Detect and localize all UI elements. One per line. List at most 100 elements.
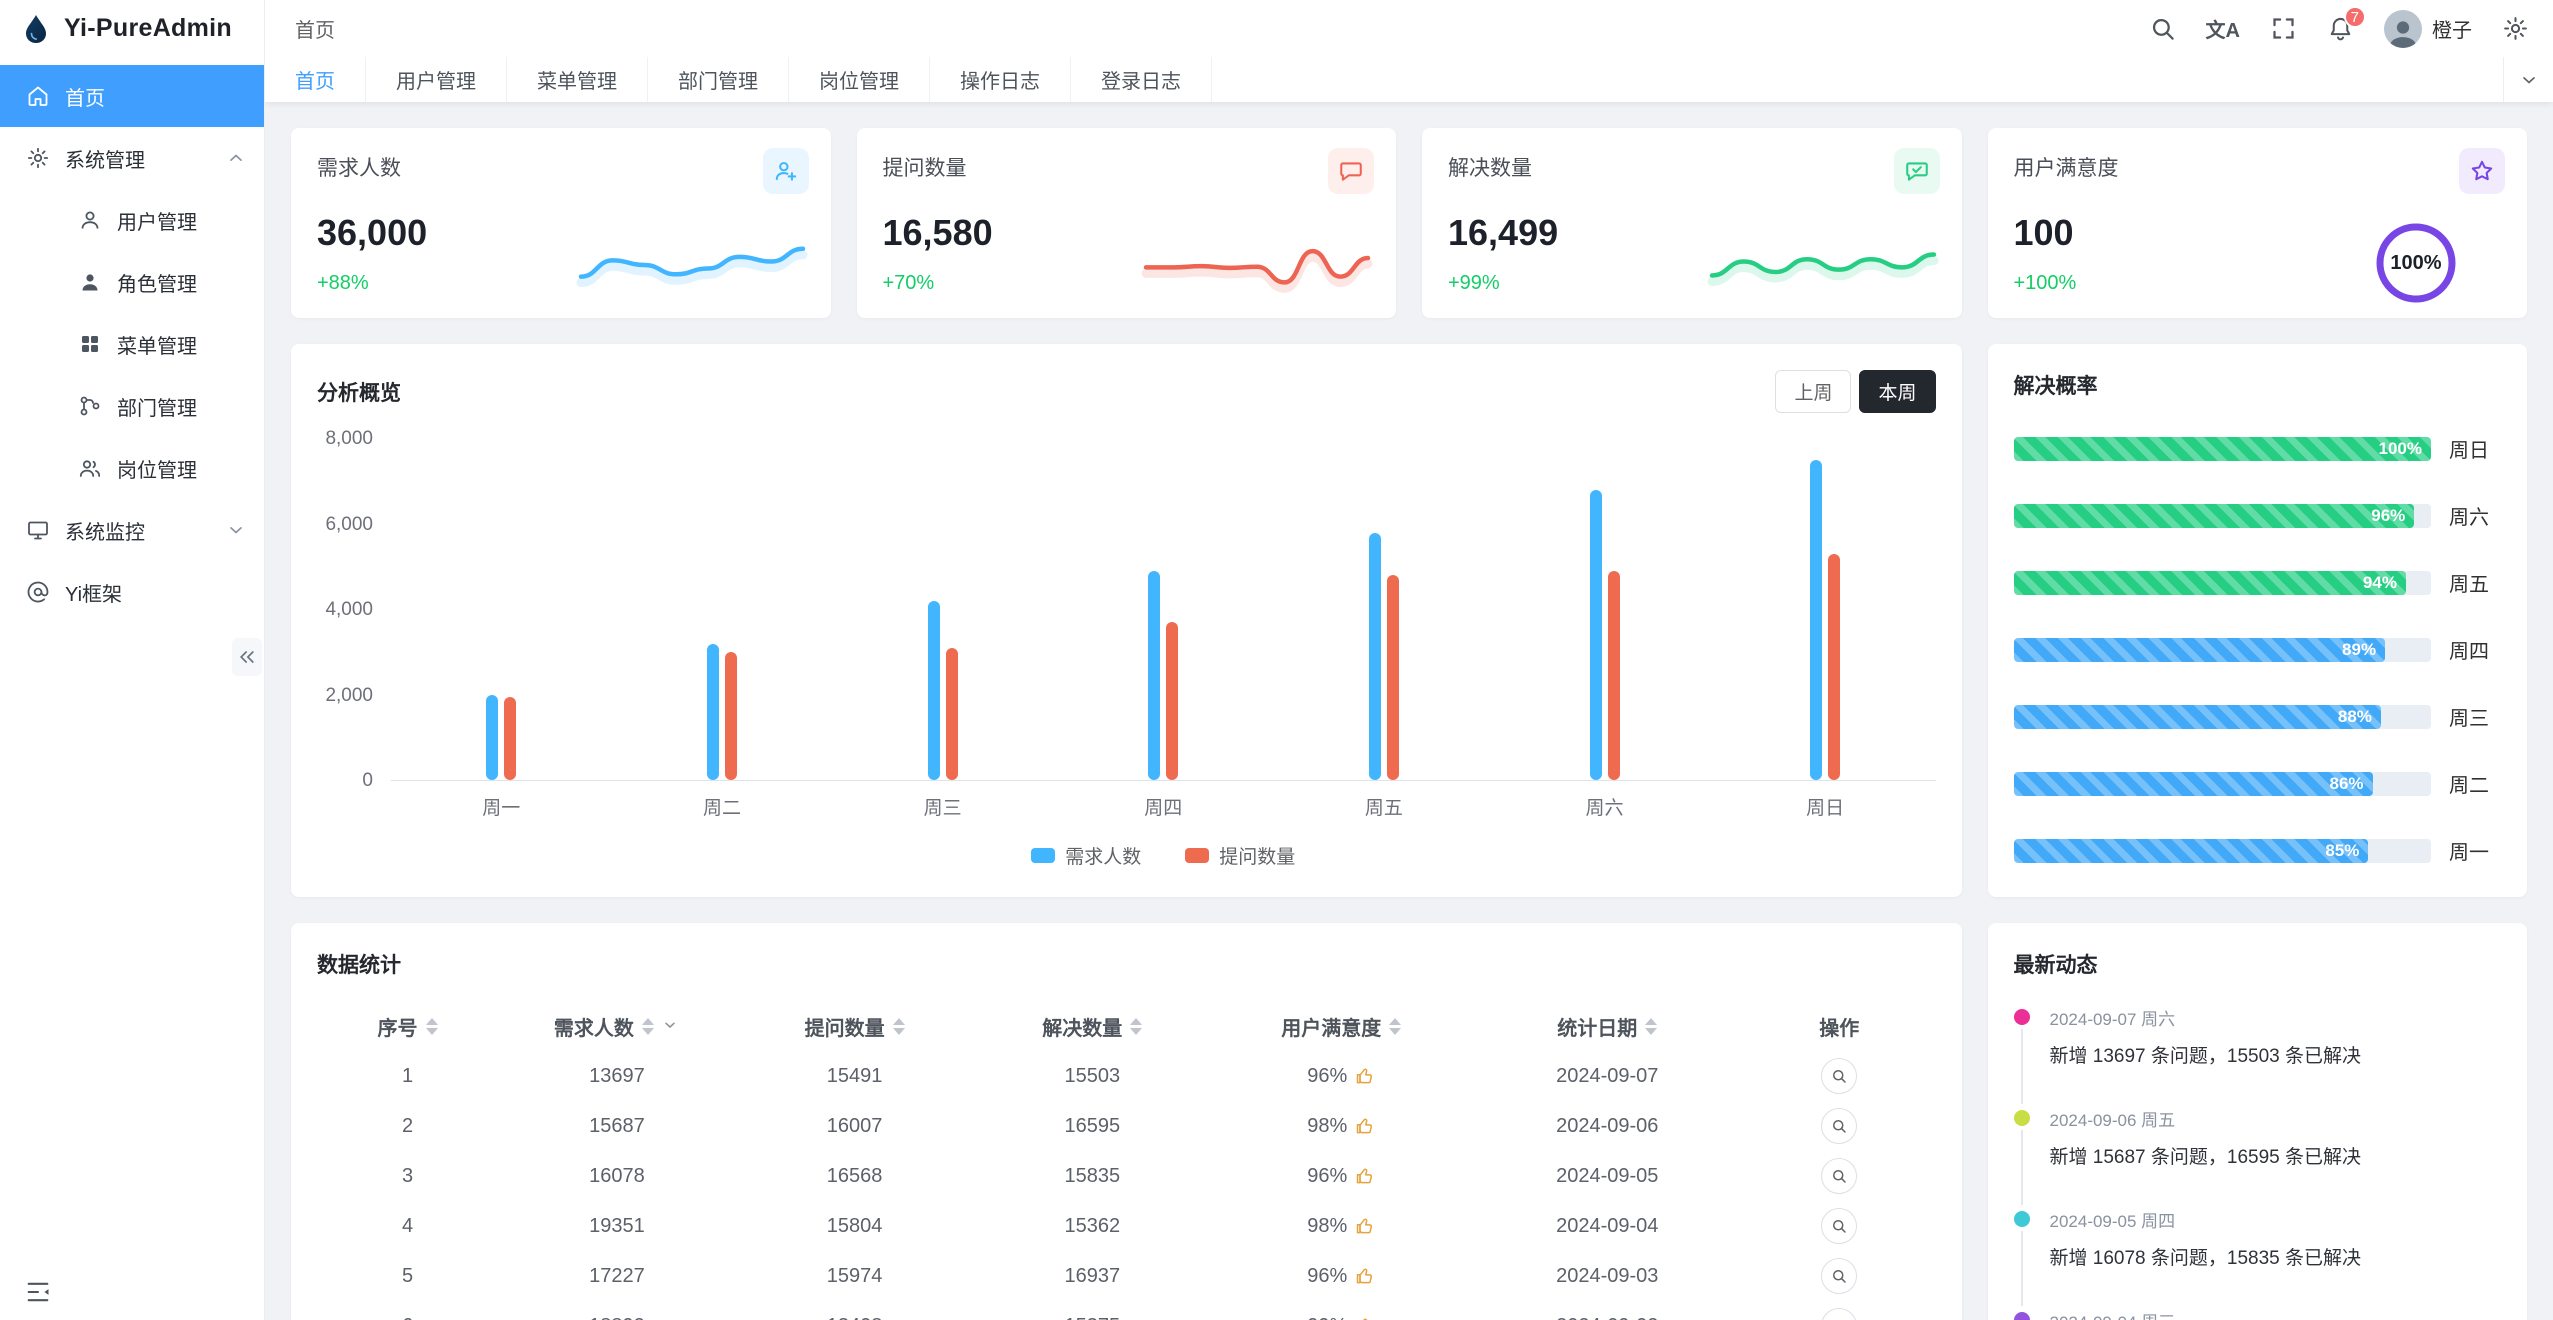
progress-fill: 88% [2013,704,2381,729]
view-button[interactable] [1821,1308,1858,1320]
timeline-text: 新增 13697 条问题，15503 条已解决 [2049,1046,2362,1067]
column-header-label: 操作 [1819,1017,1860,1040]
thumbs-up-icon [1357,1068,1373,1084]
thumbs-up-icon [1357,1118,1373,1134]
view-button[interactable] [1821,1208,1858,1244]
user-menu[interactable]: 橙子 [2384,9,2472,48]
table-cell-question: 15804 [826,1214,883,1237]
x-axis-label: 周一 [482,798,521,819]
tab-menu-management[interactable]: 菜单管理 [507,57,648,102]
table-row: 3 16078 16568 15835 96% 2024-09-05 [317,1151,1936,1201]
stat-delta: +100% [2013,272,2077,294]
sidebar-item-menu-management[interactable]: 菜单管理 [0,313,264,375]
x-axis-label: 周四 [1144,798,1183,819]
tab-operation-log[interactable]: 操作日志 [930,57,1071,102]
timeline-time: 2024-09-07 周六 [2049,1010,2176,1029]
chevron-down-icon [226,520,246,540]
table-cell-demand: 15687 [589,1114,645,1137]
y-axis-label: 4,000 [325,599,373,620]
sidebar-item-role-management[interactable]: 角色管理 [0,251,264,313]
solve-rate-row: 94% 周五 [2013,568,2502,597]
column-header-1[interactable]: 序号 [317,1012,498,1041]
view-button[interactable] [1821,1058,1858,1094]
sort-carets-icon[interactable] [1645,1017,1658,1035]
timeline-dot [2013,1312,2030,1320]
sort-carets-icon[interactable] [892,1017,905,1035]
tab-home[interactable]: 首页 [265,57,366,102]
table-cell-solve: 16937 [1064,1264,1121,1287]
view-button[interactable] [1821,1108,1858,1144]
timeline-time: 2024-09-06 周五 [2049,1111,2176,1130]
sidebar-group-system-monitor[interactable]: 系统监控 [0,499,264,561]
thumbs-up-icon [1357,1168,1373,1184]
table-cell-no: 2 [401,1114,414,1137]
fullscreen-icon[interactable] [2270,15,2297,42]
satisfaction-value: 96% [1307,1164,1348,1187]
tab-post-management[interactable]: 岗位管理 [789,57,930,102]
sidebar-collapse-handle[interactable] [232,638,262,676]
stat-value: 100 [2013,212,2074,253]
tab-department-management[interactable]: 部门管理 [648,57,789,102]
ring-label: 100% [2390,251,2442,274]
table-cell-solve: 15362 [1064,1214,1121,1237]
sidebar-fold-icon[interactable] [24,1278,52,1306]
column-header-label: 提问数量 [804,1017,885,1040]
sort-carets-icon[interactable] [1130,1017,1143,1035]
table-cell-no: 5 [401,1264,414,1287]
view-button[interactable] [1821,1258,1858,1294]
legend-item[interactable]: 提问数量 [1185,842,1295,869]
progress-track: 100% [2013,436,2431,461]
progress-track: 86% [2013,771,2431,796]
column-header-6[interactable]: 统计日期 [1471,1012,1743,1041]
search-icon[interactable] [2149,15,2176,42]
tab-login-log[interactable]: 登录日志 [1071,57,1212,102]
sidebar-item-home[interactable]: 首页 [0,65,264,127]
tabs-more-chevron-icon[interactable] [2503,57,2553,102]
table-cell-actions [1743,1158,1935,1194]
table-cell-date: 2024-09-07 [1556,1064,1659,1087]
settings-gear-icon[interactable] [2502,15,2529,42]
bar-group-周日 [1810,439,1841,780]
sidebar-item-post-management[interactable]: 岗位管理 [0,437,264,499]
tab-user-management[interactable]: 用户管理 [366,57,507,102]
table-cell-demand: 18892 [498,1315,736,1320]
sidebar-item-yi-framework[interactable]: Yi框架 [0,561,264,623]
column-header-5[interactable]: 用户满意度 [1211,1012,1471,1041]
department-icon [78,394,102,418]
column-header-label: 用户满意度 [1281,1017,1382,1040]
double-chevron-left-icon [239,651,254,663]
progress-fill: 94% [2013,570,2406,595]
stat-value: 36,000 [317,212,428,253]
sidebar-menu: 首页 系统管理 用户管理 角色管理 菜单管理 部门管理 岗位管理 [0,57,264,623]
timeline-list: 2024-09-07 周六新增 13697 条问题，15503 条已解决 2024… [2013,1005,2502,1320]
stat-title: 提问数量 [882,157,967,180]
sidebar: Yi-PureAdmin 首页 系统管理 用户管理 角色管理 菜单管理 部门管理 [0,0,265,1320]
sidebar-group-system-management[interactable]: 系统管理 [0,127,264,189]
role-icon [78,270,102,294]
last-week-button[interactable]: 上周 [1775,370,1852,413]
sidebar-item-user-management[interactable]: 用户管理 [0,189,264,251]
progress-track: 96% [2013,503,2431,528]
sort-carets-icon[interactable] [1389,1017,1402,1035]
view-button[interactable] [1821,1158,1858,1194]
column-header-7: 操作 [1743,1012,1935,1041]
sidebar-item-department-management[interactable]: 部门管理 [0,375,264,437]
sort-carets-icon[interactable] [641,1017,654,1035]
user-add-icon [762,148,809,194]
legend-item[interactable]: 需求人数 [1031,842,1141,869]
progress-track: 94% [2013,570,2431,595]
bell-icon[interactable]: 7 [2327,6,2366,42]
sort-carets-icon[interactable] [425,1017,438,1035]
solve-rate-row: 86% 周二 [2013,769,2502,798]
stat-title: 用户满意度 [2013,157,2119,180]
filter-chevron-icon[interactable] [662,1017,680,1035]
translate-icon[interactable]: 文A [2205,20,2240,42]
progress-percent-label: 94% [2362,572,2397,592]
table-cell-actions [1743,1108,1935,1144]
bar-group-周六 [1589,439,1620,780]
this-week-button[interactable]: 本周 [1859,370,1936,413]
column-header-2[interactable]: 需求人数 [498,1012,736,1041]
progress-fill: 96% [2013,503,2415,528]
column-header-3[interactable]: 提问数量 [736,1012,974,1041]
column-header-4[interactable]: 解决数量 [973,1012,1211,1041]
